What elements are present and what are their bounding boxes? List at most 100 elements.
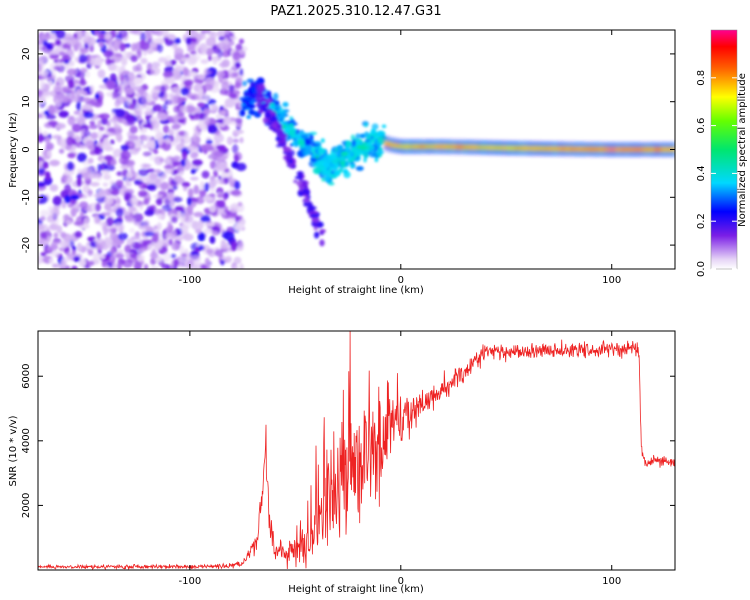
x-tick-label: 100 — [602, 275, 621, 286]
spectrogram-noise-blob — [144, 209, 155, 217]
spectrogram-ridge-blob — [315, 155, 320, 160]
spectrogram-noise-blob — [129, 227, 135, 234]
spectrogram-noise-blob — [224, 89, 231, 96]
spectrogram-noise-blob — [143, 231, 155, 237]
spectrogram-noise-blob — [137, 168, 149, 177]
spectrogram-noise-blob — [194, 136, 201, 144]
spectrogram-ridge-blob — [324, 174, 331, 182]
spectrogram-noise-blob — [180, 137, 185, 146]
spectrogram-noise-blob — [126, 238, 135, 247]
spectrogram-noise-blob — [115, 131, 122, 142]
spectrogram-noise-blob — [138, 190, 148, 197]
spectrogram-band-segment — [645, 148, 651, 151]
spectrogram-noise-blob — [40, 33, 51, 41]
spectrogram-ridge-blob — [287, 125, 295, 131]
spectrogram-noise-blob — [181, 181, 191, 188]
spectrogram-band-segment — [405, 145, 410, 148]
spectrogram-noise-blob — [197, 222, 204, 230]
spectrogram-noise-blob — [171, 124, 181, 130]
spectrogram-noise-blob — [164, 137, 171, 145]
spectrogram-noise-blob — [170, 253, 177, 259]
spectrogram-ridge-blob — [256, 95, 261, 103]
spectrogram-noise-blob — [89, 44, 94, 53]
spectrogram-noise-blob — [129, 125, 138, 134]
spectrogram-y-ticks: -20 -10 0 10 20 — [21, 48, 675, 253]
spectrogram-noise-blob — [210, 31, 217, 40]
spectrogram-noise-blob — [233, 180, 241, 190]
spectrogram-noise-blob — [216, 187, 224, 195]
spectrogram-noise-blob — [60, 231, 67, 239]
spectrogram-noise-blob — [66, 161, 74, 171]
spectrogram-noise-blob — [99, 113, 110, 120]
spectrogram-noise-blob — [42, 161, 49, 169]
spectrogram-noise-blob — [64, 195, 71, 204]
spectrogram-ridge-blob — [273, 92, 279, 101]
spectrogram-ridge-blob — [354, 149, 362, 155]
spectrogram-peak-spot — [453, 145, 467, 149]
spectrogram-noise-blob — [239, 68, 244, 76]
spectrogram-noise-blob — [122, 51, 130, 58]
spectrogram-ridge-blob — [371, 123, 379, 130]
spectrogram-noise-blob — [170, 230, 177, 237]
spectrogram-noise-blob — [232, 51, 241, 61]
spectrogram-noise-blob — [83, 87, 90, 92]
spectrogram-noise-blob — [63, 169, 75, 176]
spectrogram-noise-blob — [162, 125, 170, 134]
spectrogram-noise-blob — [160, 181, 170, 190]
spectrogram-noise-blob — [139, 90, 148, 99]
spectrogram-noise-blob — [193, 184, 200, 195]
spectrogram-ridge-blob — [338, 156, 346, 162]
spectrogram-noise-blob — [221, 80, 230, 91]
spectrogram-noise-blob — [151, 120, 160, 129]
spectrogram-noise-blob — [104, 203, 112, 211]
spectrogram-noise-blob — [152, 104, 162, 112]
spectrogram-noise-blob — [195, 196, 205, 205]
spectrogram-noise-blob — [142, 220, 150, 228]
spectrogram-noise-blob — [142, 151, 152, 157]
spectrogram-noise-blob — [170, 200, 176, 209]
snr-series-line — [38, 331, 675, 570]
spectrogram-band-segment — [548, 147, 554, 150]
spectrogram-ridge-blob — [369, 152, 377, 158]
spectrogram-noise-blob — [202, 196, 214, 202]
spectrogram-noise-blob — [221, 59, 230, 68]
spectrogram-band-segment — [443, 145, 448, 148]
spectrogram-noise-blob — [212, 56, 218, 65]
spectrogram-noise-blob — [145, 181, 150, 186]
spectrogram-noise-blob — [173, 174, 183, 183]
spectrogram-noise-blob — [38, 181, 46, 187]
spectrogram-noise-blob — [177, 256, 188, 263]
spectrogram-noise-blob — [83, 130, 91, 137]
spectrogram-noise-blob — [157, 214, 165, 219]
spectrogram-noise-blob — [72, 95, 82, 103]
spectrogram-noise-blob — [78, 54, 88, 63]
spectrogram-noise-blob — [87, 189, 93, 197]
spectrogram-noise-blob — [117, 249, 124, 254]
spectrogram-noise-blob — [224, 257, 232, 263]
spectrogram-noise-blob — [95, 202, 101, 212]
spectrogram-noise-blob — [74, 231, 83, 238]
spectrogram-noise-blob — [63, 163, 68, 171]
spectrogram-noise-blob — [189, 55, 197, 64]
spectrogram-noise-blob — [82, 97, 91, 103]
spectrogram-noise-blob — [233, 129, 244, 135]
spectrogram-noise-blob — [62, 43, 69, 50]
spectrogram-noise-blob — [217, 175, 223, 181]
spectrogram-noise-blob — [215, 113, 223, 120]
spectrogram-ridge-blob — [258, 108, 264, 114]
spectrogram-noise-blob — [85, 140, 96, 150]
spectrogram-ridge-blob — [311, 147, 315, 152]
spectrogram-noise-blob — [190, 176, 199, 181]
spectrogram-ridge-blob — [242, 80, 248, 87]
spectrogram-band-segment — [438, 145, 444, 148]
spectrogram-noise-blob — [235, 43, 243, 52]
spectrogram-noise-blob — [198, 88, 204, 96]
spectrogram-noise-blob — [151, 88, 161, 96]
spectrogram-noise-blob — [50, 250, 60, 257]
spectrogram-noise-blob — [38, 113, 43, 119]
spectrogram-noise-blob — [104, 164, 116, 171]
spectrogram-noise-blob — [106, 237, 112, 247]
spectrogram-noise-blob — [205, 139, 213, 145]
spectrogram-noise-blob — [66, 68, 77, 76]
spectrogram-band-segment — [489, 146, 495, 149]
